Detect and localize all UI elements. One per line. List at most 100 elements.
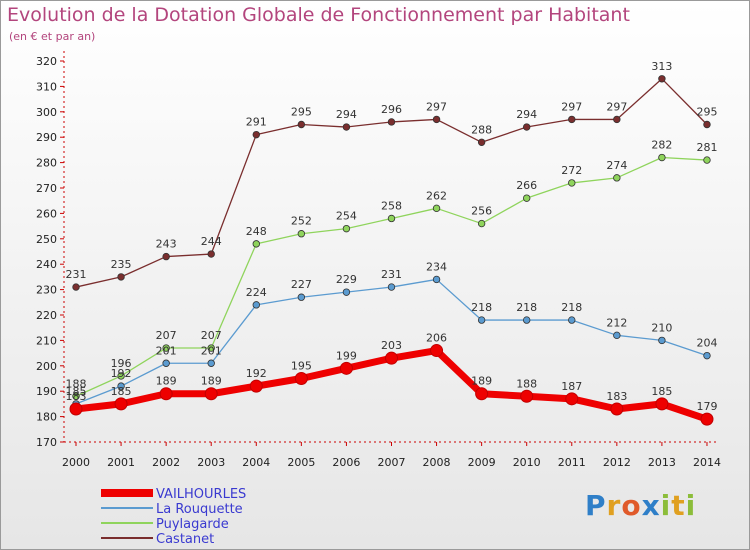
data-point: [387, 283, 396, 291]
data-label: 192: [246, 367, 267, 380]
data-label: 294: [336, 108, 357, 121]
data-label: 244: [201, 235, 222, 248]
data-label: 189: [156, 375, 177, 388]
x-tick-label: 2000: [62, 456, 90, 469]
data-point: [207, 359, 215, 367]
data-label: 218: [516, 301, 537, 314]
data-label: 295: [291, 106, 312, 119]
chart-title: Evolution de la Dotation Globale de Fonc…: [7, 4, 630, 26]
data-point: [432, 204, 441, 213]
data-point: [565, 392, 579, 406]
data-point: [342, 224, 351, 233]
data-label: 187: [561, 380, 582, 393]
data-point: [568, 179, 576, 187]
legend-label: Puylagarde: [156, 517, 229, 532]
x-tick-label: 2006: [332, 456, 360, 469]
data-point: [568, 115, 576, 124]
y-tick-label: 200: [36, 360, 57, 373]
data-label: 231: [66, 268, 87, 281]
data-label: 281: [696, 141, 717, 154]
data-label: 235: [111, 258, 132, 271]
data-point: [162, 252, 170, 261]
x-tick-label: 2007: [377, 456, 405, 469]
data-label: 183: [66, 390, 87, 403]
data-point: [613, 174, 621, 182]
data-label: 254: [336, 210, 357, 223]
data-label: 207: [201, 329, 222, 342]
data-point: [568, 316, 576, 324]
y-tick-label: 290: [36, 131, 57, 144]
legend-label: VAILHOURLES: [156, 487, 246, 502]
data-point: [520, 389, 534, 403]
data-point: [430, 344, 444, 358]
data-label: 296: [381, 103, 402, 116]
data-label: 229: [336, 273, 357, 286]
data-point: [72, 283, 80, 291]
data-point: [523, 123, 531, 131]
data-label: 295: [696, 106, 717, 119]
data-label: 218: [561, 301, 582, 314]
data-label: 234: [426, 260, 447, 273]
data-point: [700, 412, 714, 426]
data-label: 256: [471, 205, 492, 218]
data-label: 212: [606, 316, 627, 329]
data-point: [249, 379, 263, 393]
y-tick-label: 250: [36, 233, 57, 246]
data-point: [252, 130, 260, 139]
data-label: 258: [381, 199, 402, 212]
data-point: [162, 359, 170, 367]
data-point: [117, 372, 125, 380]
data-label: 188: [516, 377, 537, 390]
y-tick-label: 230: [36, 284, 57, 297]
x-tick-label: 2001: [107, 456, 135, 469]
data-label: 262: [426, 189, 447, 202]
data-point: [117, 273, 125, 281]
y-tick-label: 220: [36, 309, 57, 322]
data-point: [523, 194, 531, 202]
x-tick-label: 2014: [693, 456, 721, 469]
data-point: [658, 153, 666, 162]
data-label: 210: [651, 321, 672, 334]
series-la-rouquette: 185 192 201 201 224 227 229 231 234 218 218 218 212 2…: [66, 260, 717, 408]
data-label: 224: [246, 286, 267, 299]
data-point: [69, 402, 83, 416]
data-label: 294: [516, 108, 537, 121]
data-point: [703, 156, 711, 164]
data-point: [297, 293, 306, 301]
data-point: [159, 387, 173, 401]
data-point: [339, 361, 353, 375]
data-label: 231: [381, 268, 402, 281]
data-point: [613, 115, 621, 124]
legend-label: La Rouquette: [156, 502, 243, 517]
data-label: 227: [291, 278, 312, 291]
data-point: [477, 138, 486, 146]
data-label: 185: [651, 385, 672, 398]
data-point: [252, 240, 260, 248]
series-puylagarde: 188 196 207 207 248 252 254 258 262 256 266 272 274 2…: [66, 139, 717, 400]
data-point: [658, 75, 666, 83]
data-point: [387, 118, 396, 126]
data-point: [613, 331, 621, 340]
data-label: 199: [336, 349, 357, 362]
data-label: 206: [426, 332, 447, 345]
data-label: 313: [651, 60, 672, 73]
data-label: 252: [291, 215, 312, 228]
y-tick-label: 210: [36, 334, 57, 347]
y-tick-label: 170: [36, 436, 57, 449]
data-point: [342, 288, 351, 296]
data-point: [207, 344, 215, 352]
data-point: [703, 351, 711, 360]
data-label: 248: [246, 225, 267, 238]
data-label: 179: [696, 400, 717, 413]
data-point: [477, 219, 486, 228]
data-label: 297: [561, 100, 582, 113]
proxiti-logo: Proxiti: [585, 489, 697, 522]
data-label: 218: [471, 301, 492, 314]
y-tick-label: 270: [36, 182, 57, 195]
chart-subtitle: (en € et par an): [9, 30, 96, 43]
data-label: 297: [426, 100, 447, 113]
data-point: [475, 387, 489, 401]
